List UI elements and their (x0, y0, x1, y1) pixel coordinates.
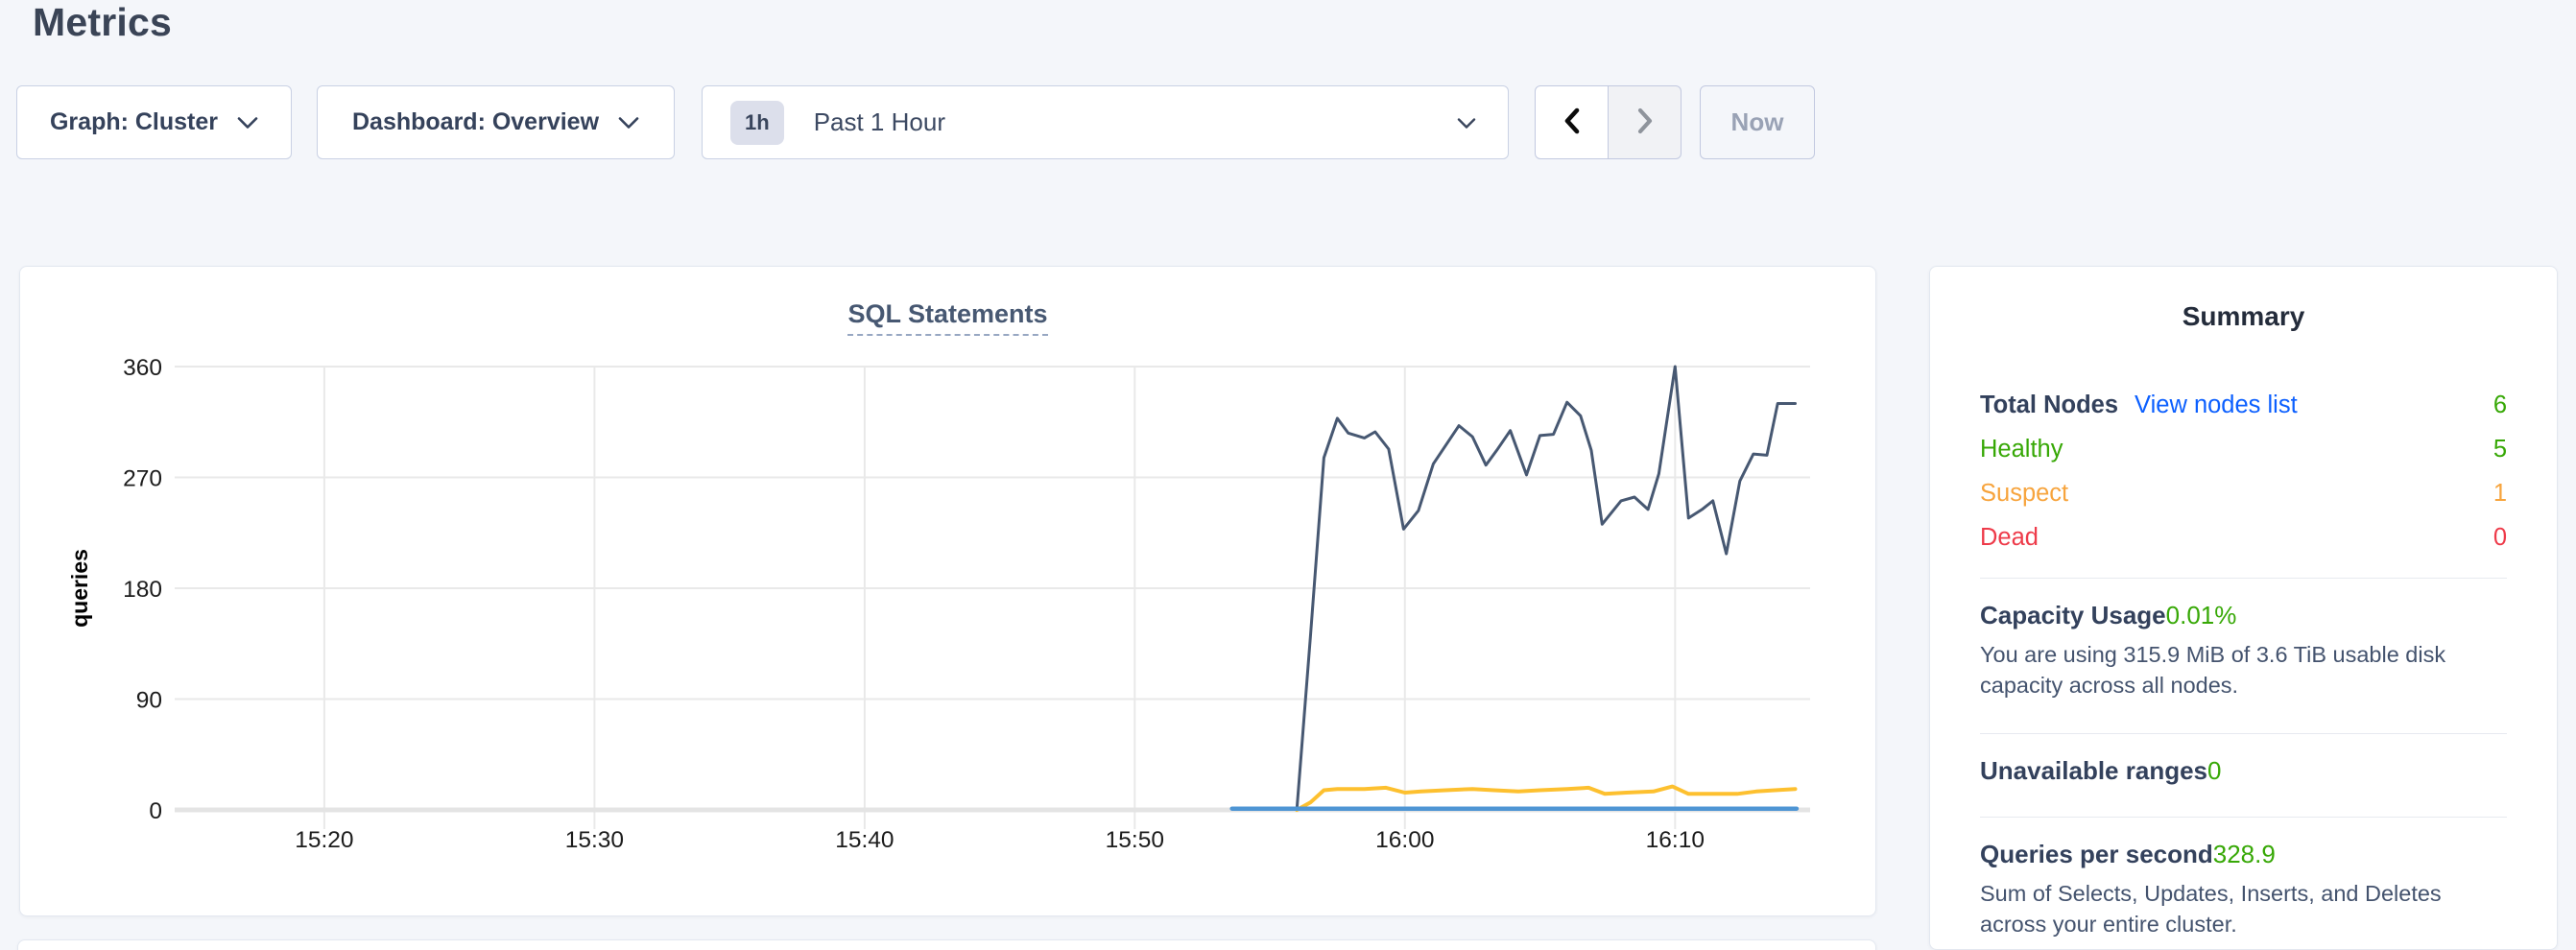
svg-text:360: 360 (123, 355, 162, 381)
svg-text:15:40: 15:40 (835, 827, 894, 853)
dead-label: Dead (1980, 523, 2039, 551)
svg-text:270: 270 (123, 466, 162, 492)
suspect-label: Suspect (1980, 479, 2069, 507)
suspect-value: 1 (2493, 479, 2507, 507)
summary-title: Summary (2182, 301, 2305, 331)
capacity-usage-description: You are using 315.9 MiB of 3.6 TiB usabl… (1980, 642, 2446, 698)
total-nodes-row: Total Nodes View nodes list 6 (1980, 383, 2507, 427)
unavailable-ranges-value: 0 (2207, 755, 2222, 785)
dashboard-dropdown[interactable]: Dashboard: Overview (317, 85, 675, 159)
chevron-right-icon (1634, 107, 1656, 138)
now-button[interactable]: Now (1700, 85, 1815, 159)
healthy-nodes-row: Healthy 5 (1980, 427, 2507, 471)
unavailable-ranges-label: Unavailable ranges (1980, 755, 2207, 785)
page-title: Metrics (33, 0, 172, 44)
svg-text:15:30: 15:30 (565, 827, 624, 853)
dead-nodes-row: Dead 0 (1980, 515, 2507, 559)
node-status-list: Total Nodes View nodes list 6 Healthy 5 … (1980, 383, 2507, 559)
unavailable-ranges-row: Unavailable ranges 0 (1980, 754, 2507, 787)
time-range-badge: 1h (730, 100, 784, 145)
graph-dropdown-label: Graph: Cluster (49, 108, 219, 135)
capacity-usage-row: Capacity Usage 0.01% (1980, 599, 2507, 631)
svg-text:90: 90 (136, 688, 162, 714)
sql-statements-chart: 0 90 180 270 360 15:20 15:30 15:40 15:50 16:00 16:… (67, 355, 1810, 853)
capacity-usage-label: Capacity Usage (1980, 600, 2166, 629)
svg-text:0: 0 (149, 798, 162, 824)
svg-text:180: 180 (123, 577, 162, 603)
navy-series (1295, 365, 1797, 812)
chevron-down-icon (1457, 117, 1476, 134)
next-range-button[interactable] (1608, 85, 1682, 159)
time-range-selector[interactable]: 1h Past 1 Hour (702, 85, 1509, 159)
next-chart-card (17, 939, 1876, 950)
controls-row: Graph: Cluster Dashboard: Overview 1h Pa… (16, 85, 1815, 159)
view-nodes-link[interactable]: View nodes list (2135, 391, 2298, 418)
healthy-label: Healthy (1980, 435, 2063, 463)
total-nodes-label: Total Nodes (1980, 391, 2119, 418)
chart-title[interactable]: SQL Statements (20, 299, 1875, 336)
suspect-nodes-row: Suspect 1 (1980, 471, 2507, 515)
divider (1980, 578, 2507, 579)
dashboard-dropdown-label: Dashboard: Overview (351, 108, 600, 135)
total-nodes-value: 6 (2493, 391, 2507, 418)
summary-panel: Summary Total Nodes View nodes list 6 He… (1929, 266, 2558, 950)
svg-text:16:00: 16:00 (1375, 827, 1434, 853)
capacity-usage-value: 0.01% (2165, 600, 2237, 629)
queries-per-second-value: 328.9 (2212, 839, 2276, 868)
svg-text:15:50: 15:50 (1106, 827, 1164, 853)
svg-text:15:20: 15:20 (295, 827, 353, 853)
divider (1980, 733, 2507, 734)
time-pager (1535, 85, 1682, 159)
healthy-value: 5 (2493, 435, 2507, 463)
divider (1980, 817, 2507, 818)
chevron-down-icon (618, 108, 639, 136)
queries-per-second-label: Queries per second (1980, 839, 2213, 868)
queries-per-second-row: Queries per second 328.9 (1980, 838, 2507, 870)
yellow-series (1295, 784, 1798, 812)
time-range-label: Past 1 Hour (813, 107, 945, 136)
chevron-down-icon (237, 108, 258, 136)
svg-text:16:10: 16:10 (1646, 827, 1705, 853)
sql-statements-chart-card: 0 90 180 270 360 15:20 15:30 15:40 15:50 16:00 16:… (19, 266, 1876, 916)
graph-dropdown[interactable]: Graph: Cluster (16, 85, 292, 159)
dead-value: 0 (2493, 523, 2507, 551)
chevron-left-icon (1562, 107, 1583, 138)
svg-text:queries: queries (67, 549, 92, 628)
queries-per-second-description: Sum of Selects, Updates, Inserts, and De… (1980, 881, 2442, 937)
prev-range-button[interactable] (1535, 85, 1609, 159)
